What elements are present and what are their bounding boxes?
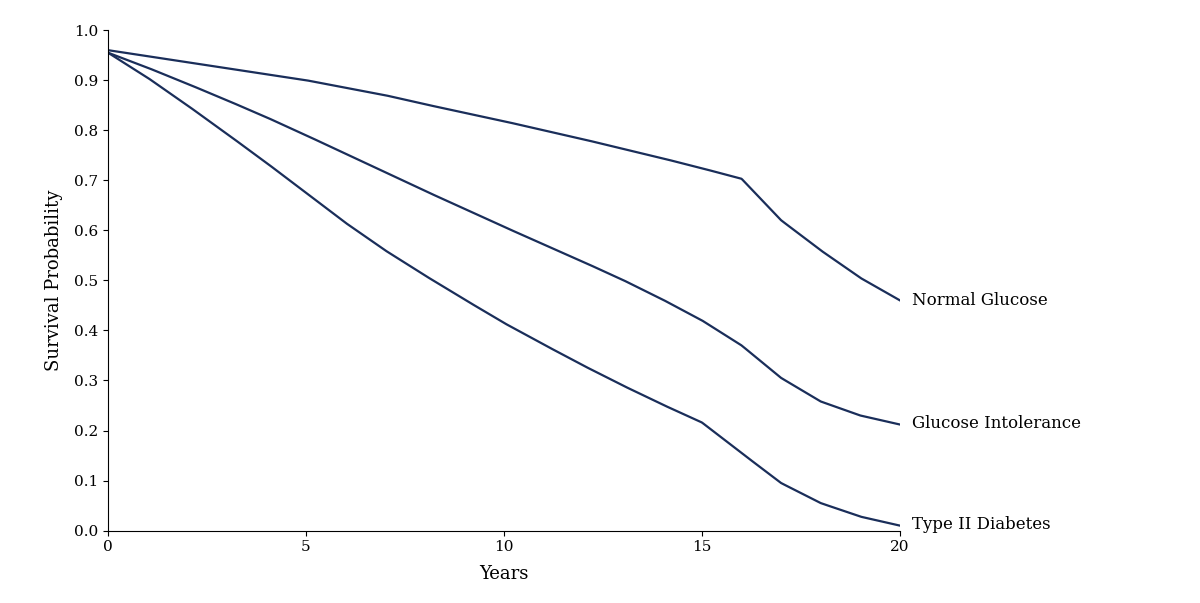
Text: Glucose Intolerance: Glucose Intolerance bbox=[912, 414, 1081, 432]
X-axis label: Years: Years bbox=[479, 566, 529, 584]
Text: Type II Diabetes: Type II Diabetes bbox=[912, 516, 1050, 533]
Text: Normal Glucose: Normal Glucose bbox=[912, 292, 1048, 309]
Y-axis label: Survival Probability: Survival Probability bbox=[44, 190, 62, 371]
